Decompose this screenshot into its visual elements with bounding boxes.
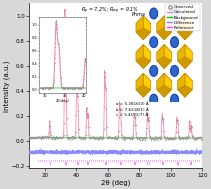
Text: $R_p$ = 7.2%; $R_{wp}$ = 9.1%: $R_p$ = 7.2%; $R_{wp}$ = 9.1% [81,6,139,16]
X-axis label: 2θ (deg): 2θ (deg) [101,179,130,186]
Text: a = 5.3816(3) Å
b = 7.6218(1) Å
c = 5.4191(7) Å: a = 5.3816(3) Å b = 7.6218(1) Å c = 5.41… [116,102,148,117]
Legend: Observed, Calculated, Background, Difference, Reference: Observed, Calculated, Background, Differ… [165,4,200,31]
Y-axis label: Intensity (a.u.): Intensity (a.u.) [3,60,10,112]
